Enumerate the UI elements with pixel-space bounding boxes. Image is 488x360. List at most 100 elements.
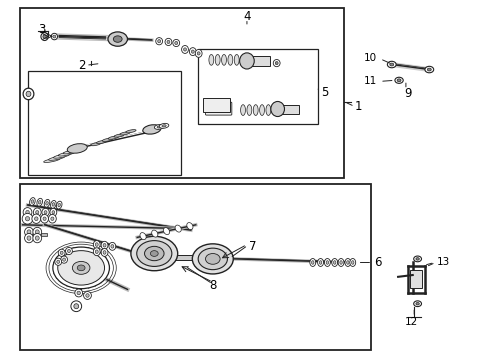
Ellipse shape [30, 198, 35, 206]
Circle shape [77, 265, 85, 271]
Ellipse shape [142, 125, 161, 134]
Ellipse shape [215, 54, 220, 65]
Text: 12: 12 [404, 317, 417, 327]
Ellipse shape [259, 105, 264, 116]
Text: 13: 13 [436, 257, 449, 267]
Text: 8: 8 [209, 279, 216, 292]
Ellipse shape [273, 59, 280, 67]
Ellipse shape [95, 250, 98, 253]
Ellipse shape [35, 230, 39, 234]
Ellipse shape [48, 156, 65, 160]
Ellipse shape [172, 40, 179, 46]
Ellipse shape [166, 40, 169, 44]
Bar [198, 49, 317, 125]
Ellipse shape [208, 54, 213, 65]
Ellipse shape [221, 54, 226, 65]
Ellipse shape [195, 49, 202, 57]
Ellipse shape [44, 211, 47, 214]
Ellipse shape [58, 249, 65, 256]
Ellipse shape [265, 105, 270, 116]
Ellipse shape [67, 144, 87, 153]
Ellipse shape [44, 199, 50, 207]
Ellipse shape [157, 126, 161, 128]
Ellipse shape [253, 105, 258, 116]
Ellipse shape [51, 217, 54, 220]
Ellipse shape [24, 227, 33, 237]
Ellipse shape [386, 61, 395, 68]
Ellipse shape [26, 210, 29, 214]
Text: 3: 3 [38, 23, 45, 36]
Text: 7: 7 [249, 240, 256, 253]
Ellipse shape [50, 201, 56, 208]
Ellipse shape [413, 256, 421, 262]
Circle shape [72, 261, 90, 274]
Ellipse shape [114, 134, 124, 137]
Ellipse shape [325, 261, 328, 264]
Ellipse shape [175, 225, 181, 232]
Ellipse shape [68, 147, 84, 152]
Ellipse shape [57, 260, 60, 264]
Circle shape [58, 251, 104, 285]
Ellipse shape [75, 289, 82, 297]
Ellipse shape [120, 132, 130, 135]
Ellipse shape [427, 68, 430, 71]
Bar [173, 255, 208, 260]
Ellipse shape [181, 45, 188, 53]
Ellipse shape [93, 248, 100, 256]
Ellipse shape [337, 258, 343, 266]
Ellipse shape [27, 236, 31, 240]
Ellipse shape [58, 203, 61, 207]
Ellipse shape [394, 77, 403, 84]
Ellipse shape [32, 214, 41, 224]
Ellipse shape [333, 261, 335, 264]
Ellipse shape [413, 301, 421, 307]
Ellipse shape [50, 208, 57, 216]
FancyBboxPatch shape [205, 102, 231, 115]
Ellipse shape [159, 123, 168, 128]
Ellipse shape [52, 211, 55, 214]
Ellipse shape [339, 261, 342, 264]
Bar [409, 270, 422, 288]
Ellipse shape [58, 152, 75, 156]
Ellipse shape [23, 208, 32, 217]
Ellipse shape [246, 105, 251, 116]
Ellipse shape [61, 256, 67, 263]
Bar [27, 71, 181, 175]
Ellipse shape [158, 40, 160, 43]
Ellipse shape [346, 261, 348, 264]
Ellipse shape [319, 261, 321, 264]
Ellipse shape [111, 244, 114, 248]
Ellipse shape [23, 88, 34, 100]
Ellipse shape [189, 48, 196, 55]
Ellipse shape [270, 102, 284, 117]
Ellipse shape [95, 243, 98, 246]
Ellipse shape [154, 125, 163, 129]
Ellipse shape [183, 48, 186, 51]
Ellipse shape [35, 217, 38, 221]
Ellipse shape [317, 258, 323, 266]
Ellipse shape [164, 39, 171, 45]
Ellipse shape [108, 32, 127, 46]
Ellipse shape [85, 294, 89, 297]
Ellipse shape [162, 125, 166, 127]
Ellipse shape [36, 211, 39, 214]
Ellipse shape [62, 258, 65, 261]
Ellipse shape [55, 258, 61, 265]
Ellipse shape [311, 261, 313, 264]
Bar [41, 233, 46, 235]
Ellipse shape [234, 54, 239, 65]
Ellipse shape [35, 236, 39, 240]
Ellipse shape [396, 79, 400, 82]
Ellipse shape [324, 258, 330, 266]
Ellipse shape [83, 292, 91, 300]
Ellipse shape [33, 227, 41, 237]
Ellipse shape [90, 143, 101, 146]
Ellipse shape [415, 302, 418, 305]
Text: 10: 10 [363, 53, 376, 63]
Ellipse shape [140, 233, 146, 240]
Ellipse shape [52, 203, 55, 206]
Ellipse shape [240, 105, 245, 116]
Ellipse shape [37, 198, 42, 206]
Circle shape [144, 246, 163, 261]
Ellipse shape [41, 33, 48, 41]
